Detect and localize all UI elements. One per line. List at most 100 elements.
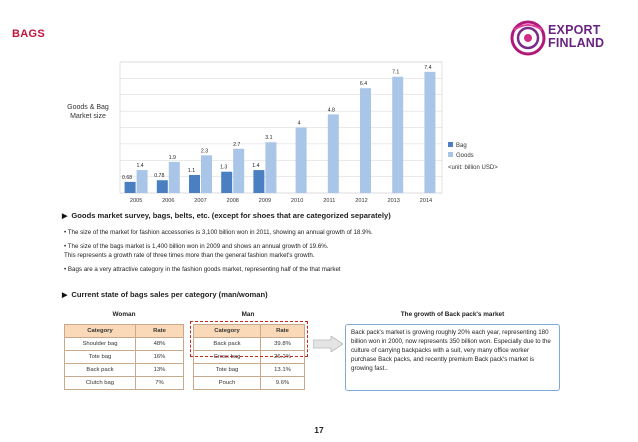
bar-bag-2005 — [124, 181, 136, 193]
bar-goods-2014 — [424, 71, 436, 193]
page-number: 17 — [314, 425, 324, 435]
x-tick-label-2007: 2007 — [194, 198, 206, 204]
data-label-goods-2014: 7.4 — [424, 65, 431, 71]
logo-text-finland: FINLAND — [548, 36, 605, 50]
x-tick-label-2013: 2013 — [387, 198, 399, 204]
data-label-bag-2009: 1.4 — [252, 163, 259, 169]
triangle-bullet-icon: ▶ — [62, 213, 68, 220]
x-tick-label-2011: 2011 — [323, 198, 335, 204]
data-label-goods-2010: 4 — [298, 121, 301, 127]
cell-rate: 7% — [135, 376, 184, 390]
goods-bullet-2-cont: This represents a growth rate of three t… — [64, 252, 315, 259]
x-tick-label-2010: 2010 — [291, 198, 303, 204]
bar-goods-2009 — [265, 142, 277, 193]
x-tick-label-2009: 2009 — [259, 198, 271, 204]
data-label-goods-2012: 6.4 — [360, 81, 367, 87]
table-row: Cross bag 26.1% — [193, 350, 305, 364]
data-label-bag-2007: 1.1 — [188, 168, 195, 174]
cell-category: Tote bag — [64, 350, 136, 364]
logo-text-export: EXPORT — [548, 23, 601, 37]
bar-goods-2012 — [360, 88, 371, 193]
cell-rate: 26.1% — [260, 350, 305, 364]
market-size-chart: 0.68 1.4 2005 0.78 1.9 2006 1.1 2.3 2007 1.3 2.7 20… — [67, 61, 498, 204]
bar-bag-2006 — [156, 180, 168, 193]
table-row: Back pack 13% — [64, 363, 184, 377]
growth-text-box: Back pack's market is growing roughly 20… — [345, 324, 560, 391]
bar-goods-2013 — [392, 76, 404, 193]
cell-category: Shoulder bag — [64, 337, 136, 351]
table-row: Tote bag 16% — [64, 350, 184, 364]
table-row: Shoulder bag 48% — [64, 337, 184, 351]
legend-swatch-bag — [448, 142, 453, 147]
goods-bullet-1: • The size of the market for fashion acc… — [64, 229, 373, 236]
data-label-goods-2011: 4.8 — [328, 107, 335, 113]
man-title: Man — [241, 311, 255, 318]
cell-category: Back pack — [193, 337, 261, 351]
table-row: Tote bag 13.1% — [193, 363, 305, 377]
x-tick-label-2014: 2014 — [420, 198, 432, 204]
sales-heading-text: Current state of bags sales per category… — [71, 290, 268, 299]
data-label-goods-2005: 1.4 — [136, 163, 143, 169]
table-header-row: Category Rate — [193, 324, 305, 338]
legend-swatch-goods — [448, 152, 453, 157]
table-row: Back pack 39.8% — [193, 337, 305, 351]
bar-goods-2008 — [233, 148, 245, 193]
woman-table: Category Rate Shoulder bag 48% Tote bag 16… — [64, 324, 184, 390]
x-tick-label-2006: 2006 — [162, 198, 174, 204]
data-label-goods-2009: 3.1 — [265, 135, 272, 141]
goods-section-heading: ▶ Goods market survey, bags, belts, etc. … — [62, 211, 391, 220]
cell-category: Clutch bag — [64, 376, 136, 390]
legend-label-bag: Bag — [456, 143, 467, 149]
data-label-bag-2005: 0.68 — [122, 175, 132, 181]
cell-category: Cross bag — [193, 350, 261, 364]
unit-note: <unit: billion USD> — [448, 165, 498, 171]
legend-label-goods: Goods — [456, 153, 474, 159]
goods-bullet-2: • The size of the bags market is 1,400 b… — [64, 243, 329, 250]
data-label-goods-2006: 1.9 — [169, 155, 176, 161]
page-title: BAGS — [12, 28, 45, 40]
sales-section-heading: ▶ Current state of bags sales per categor… — [62, 290, 268, 299]
table-row: Pouch 9.6% — [193, 376, 305, 390]
bar-bag-2009 — [253, 170, 265, 193]
table-row: Clutch bag 7% — [64, 376, 184, 390]
cell-rate: 9.6% — [260, 376, 305, 390]
data-label-goods-2013: 7.1 — [392, 70, 399, 76]
header-rate: Rate — [135, 324, 184, 338]
cell-rate: 39.8% — [260, 337, 305, 351]
logo-mark-icon — [510, 20, 546, 56]
x-tick-label-2012: 2012 — [355, 198, 367, 204]
cell-rate: 13.1% — [260, 363, 305, 377]
bar-bag-2008 — [221, 171, 233, 193]
bar-goods-2010 — [295, 127, 307, 193]
export-finland-logo: EXPORT FINLAND — [508, 16, 626, 60]
data-label-bag-2006: 0.78 — [154, 173, 164, 179]
cell-category: Back pack — [64, 363, 136, 377]
cell-rate: 13% — [135, 363, 184, 377]
header-rate: Rate — [260, 324, 305, 338]
bar-goods-2011 — [327, 114, 339, 193]
header-category: Category — [64, 324, 136, 338]
y-axis-label: Goods & Bag Market size — [67, 104, 109, 120]
bar-goods-2007 — [201, 155, 212, 193]
data-label-bag-2008: 1.3 — [220, 165, 227, 171]
man-table: Category Rate Back pack 39.8% Cross bag 26… — [193, 324, 305, 390]
backpack-highlight-box — [190, 321, 308, 357]
x-tick-label-2005: 2005 — [130, 198, 142, 204]
goods-bullet-3: • Bags are a very attractive category in… — [64, 266, 341, 273]
growth-title: The growth of Back pack's market — [400, 311, 505, 318]
bar-goods-2005 — [136, 170, 148, 193]
data-label-goods-2007: 2.3 — [201, 148, 208, 154]
triangle-bullet-icon: ▶ — [62, 292, 68, 299]
right-arrow-icon — [313, 336, 343, 352]
cell-rate: 16% — [135, 350, 184, 364]
woman-title: Woman — [112, 311, 136, 318]
cell-category: Pouch — [193, 376, 261, 390]
cell-category: Tote bag — [193, 363, 261, 377]
cell-rate: 48% — [135, 337, 184, 351]
bar-goods-2006 — [168, 161, 180, 193]
x-tick-label-2008: 2008 — [226, 198, 238, 204]
goods-heading-text: Goods market survey, bags, belts, etc. (… — [71, 211, 391, 220]
data-label-goods-2008: 2.7 — [233, 142, 240, 148]
bar-bag-2007 — [189, 174, 200, 193]
table-header-row: Category Rate — [64, 324, 184, 338]
